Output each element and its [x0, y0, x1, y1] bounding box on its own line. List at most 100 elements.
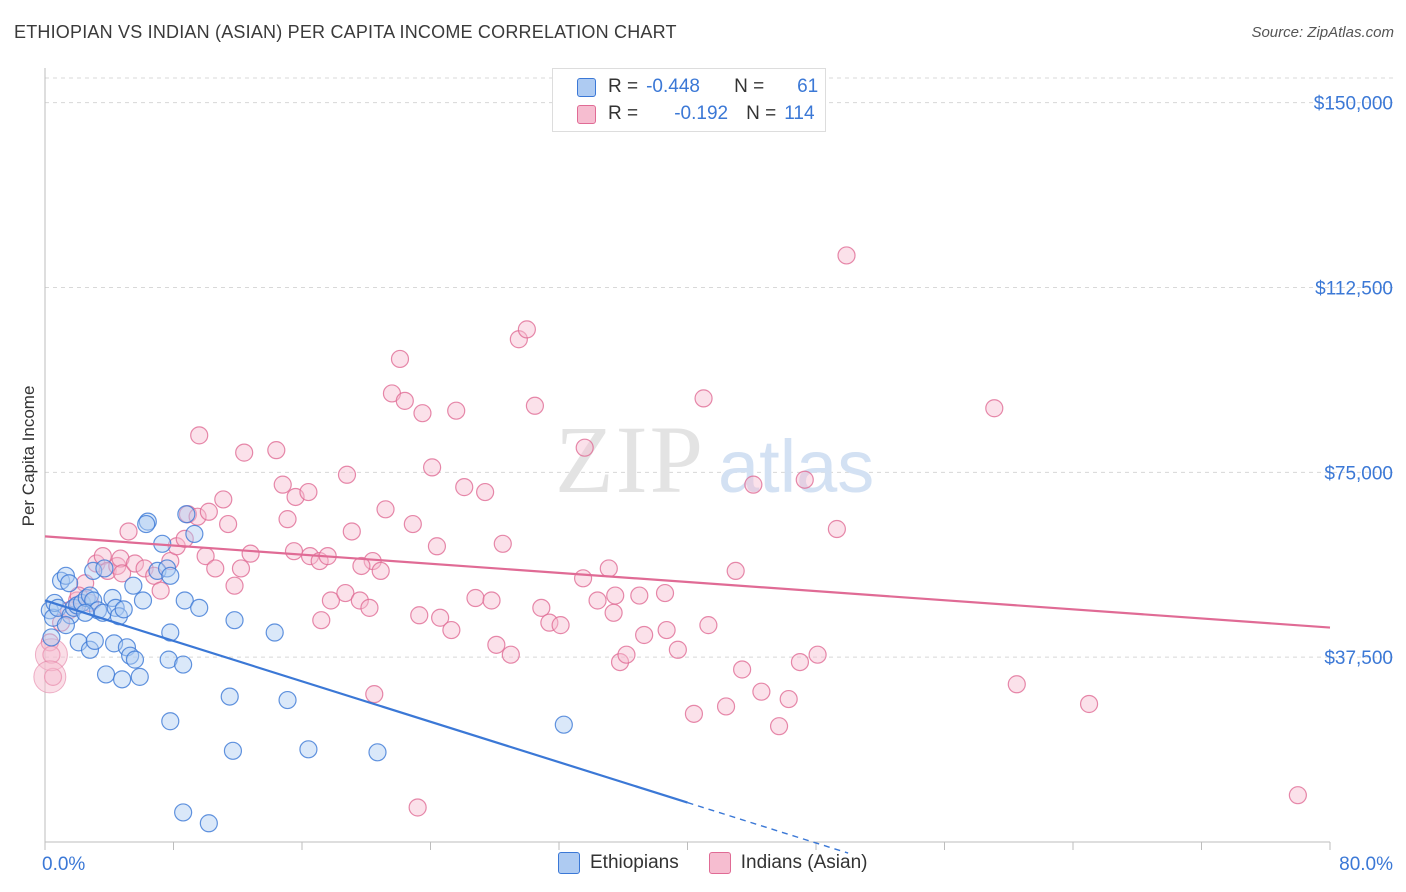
ethiopians-point: [137, 514, 156, 534]
ethiopians-point: [56, 616, 75, 635]
trend-lines: [44, 535, 1331, 854]
legend-row-indians: R = -0.192 N = 114: [577, 102, 824, 126]
indians-asian-point: [525, 396, 545, 415]
y-tick-label: $75,000: [1324, 463, 1393, 484]
ethiopians-point: [225, 611, 244, 630]
indians-asian-point: [769, 717, 789, 736]
indians-asian-point: [442, 620, 461, 640]
indians-asian-point: [235, 443, 254, 462]
series-legend-ethiopians: Ethiopians: [558, 852, 679, 874]
indians-asian-point: [684, 704, 704, 723]
y-axis-title: Per Capita Income: [19, 386, 38, 527]
indians-asian-point: [493, 534, 512, 553]
indians-asian-point: [125, 554, 145, 573]
indians-asian-point: [455, 478, 474, 497]
axis-labels: $37,500 $75,000 $112,500 $150,000 0.0% 80.0%: [42, 94, 1393, 875]
indians-asian-point: [151, 581, 170, 600]
ethiopians-trend-extension: [687, 801, 849, 854]
indians-asian-point: [219, 514, 238, 534]
ethiopians-point: [174, 803, 193, 822]
legend-n-label: N =: [746, 103, 777, 124]
indians-asian-point: [427, 537, 447, 556]
ethiopians-point: [80, 640, 100, 659]
indians-asian-point: [837, 246, 856, 265]
indians-asian-point: [1079, 694, 1099, 714]
ethiopians-point: [223, 741, 243, 760]
indians-asian-point: [655, 583, 675, 603]
indians-asian-point: [657, 620, 676, 640]
chart-title: ETHIOPIAN VS INDIAN (ASIAN) PER CAPITA I…: [14, 22, 677, 42]
legend-r-value: -0.448: [646, 76, 700, 97]
series-swatch-blue: [558, 852, 580, 874]
indians-asian-point: [1288, 786, 1307, 805]
series-label-ethiopians: Ethiopians: [590, 852, 679, 873]
indians-asian-point: [466, 588, 485, 608]
indians-asian-point: [431, 608, 450, 627]
ethiopians-point: [112, 670, 132, 689]
indians-asian-trend-line: [44, 535, 1331, 629]
ethiopians-points: [40, 505, 573, 833]
indians-asian-point: [726, 561, 745, 581]
ethiopians-point: [114, 600, 133, 619]
ethiopians-point: [368, 743, 387, 762]
indians-asian-point: [112, 564, 132, 583]
indians-asian-point: [408, 798, 427, 817]
indians-asian-point: [206, 559, 225, 578]
indians-asian-point: [575, 438, 594, 457]
indians-asian-point: [752, 682, 771, 701]
indians-asian-point: [371, 561, 390, 581]
x-tick-label: 0.0%: [42, 854, 85, 875]
ethiopians-point: [124, 576, 143, 595]
indians-asian-point: [985, 399, 1004, 418]
ethiopians-trend-line: [44, 599, 688, 804]
series-swatch-pink: [708, 852, 731, 874]
indians-asian-point: [532, 598, 551, 617]
indians-asian-point: [376, 500, 395, 519]
ethiopians-point: [177, 505, 196, 524]
series-legend: Ethiopians Indians (Asian): [558, 852, 897, 874]
indians-asian-point: [733, 660, 752, 679]
indians-asian-point: [410, 606, 429, 625]
indians-asian-point: [278, 510, 297, 529]
ethiopians-point: [130, 667, 149, 686]
indians-asian-point: [779, 689, 798, 709]
indians-asian-point: [188, 507, 207, 526]
indians-asian-point: [199, 502, 218, 521]
indians-asian-point: [795, 470, 814, 489]
ethiopians-point: [80, 586, 100, 605]
watermark-atlas: atlas: [718, 425, 874, 508]
indians-asian-point: [668, 640, 687, 659]
indians-asian-point: [273, 475, 292, 494]
ethiopians-point: [96, 665, 116, 684]
indians-asian-point: [1007, 675, 1026, 694]
ethiopians-point: [161, 566, 180, 585]
indians-asian-point: [604, 603, 623, 622]
indians-asian-point: [744, 475, 763, 494]
ethiopians-point: [174, 655, 193, 674]
ethiopians-point: [220, 687, 239, 706]
indians-asian-point: [790, 652, 810, 672]
ethiopians-point: [554, 715, 573, 734]
indians-asian-point: [540, 613, 559, 632]
indians-asian-point: [476, 482, 495, 502]
indians-asian-points: [33, 246, 1307, 817]
indians-asian-point: [350, 591, 369, 610]
ethiopians-point: [59, 574, 79, 593]
ethiopians-point: [125, 650, 145, 669]
legend-n-value: 114: [784, 103, 815, 124]
indians-asian-point: [312, 611, 331, 630]
series-label-indians: Indians (Asian): [740, 852, 868, 873]
legend-n-label: N =: [734, 76, 765, 97]
indians-asian-point: [501, 645, 520, 664]
indians-asian-point: [606, 586, 625, 605]
watermark-zip: ZIP: [555, 406, 705, 513]
indians-asian-point: [299, 482, 318, 502]
axes: [44, 68, 1331, 850]
indians-asian-point: [225, 576, 244, 595]
indians-asian-point: [360, 598, 379, 617]
legend-swatch-pink: [577, 104, 596, 124]
indians-asian-point: [119, 522, 138, 541]
ethiopians-point: [299, 740, 318, 759]
ethiopians-point: [265, 623, 284, 642]
